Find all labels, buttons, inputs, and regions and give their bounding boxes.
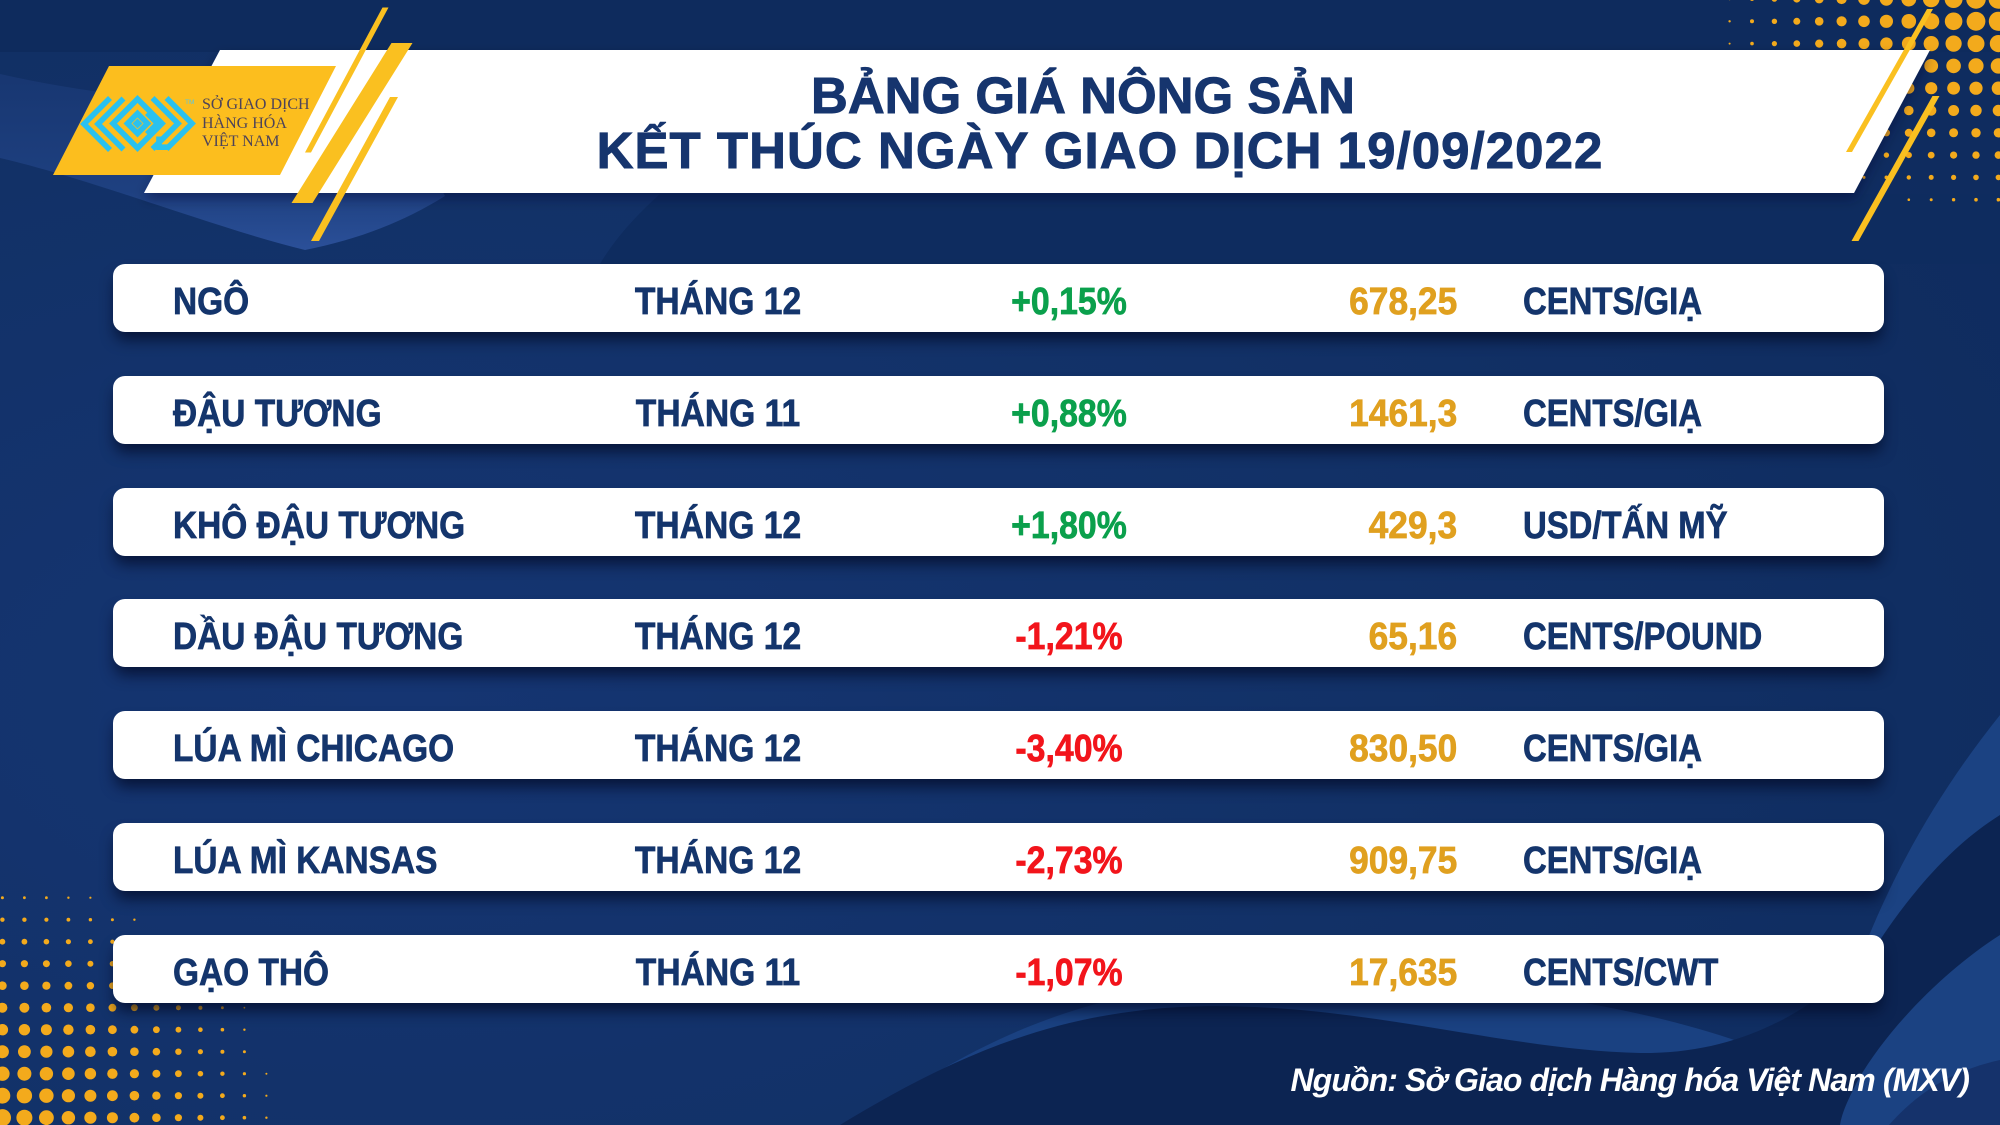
svg-text:TM: TM xyxy=(185,99,194,106)
